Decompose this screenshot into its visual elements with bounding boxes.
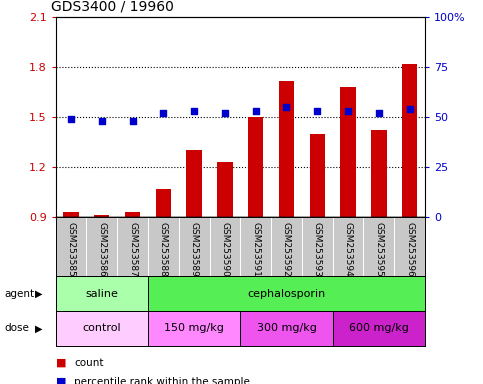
Text: count: count	[74, 358, 103, 368]
Text: GSM253596: GSM253596	[405, 222, 414, 276]
Point	[313, 108, 321, 114]
Bar	[94, 215, 110, 217]
Bar	[56, 311, 148, 346]
Text: 300 mg/kg: 300 mg/kg	[256, 323, 316, 333]
Text: GSM253593: GSM253593	[313, 222, 322, 276]
Text: agent: agent	[5, 289, 35, 299]
Point	[128, 118, 136, 124]
Text: GSM253591: GSM253591	[251, 222, 260, 276]
Text: ▶: ▶	[35, 289, 43, 299]
Bar	[402, 64, 417, 217]
Point	[159, 110, 167, 116]
Text: dose: dose	[5, 323, 30, 333]
Point	[252, 108, 259, 114]
Bar	[217, 162, 233, 217]
Text: GSM253588: GSM253588	[159, 222, 168, 276]
Point	[221, 110, 229, 116]
Point	[283, 104, 290, 110]
Point	[406, 106, 413, 112]
Text: ■: ■	[56, 358, 66, 368]
Bar	[333, 311, 425, 346]
Bar	[371, 131, 386, 217]
Text: GSM253590: GSM253590	[220, 222, 229, 276]
Bar	[241, 311, 333, 346]
Text: GDS3400 / 19960: GDS3400 / 19960	[51, 0, 173, 13]
Bar	[148, 311, 241, 346]
Point	[98, 118, 106, 124]
Text: cephalosporin: cephalosporin	[247, 289, 326, 299]
Point	[190, 108, 198, 114]
Text: GSM253585: GSM253585	[67, 222, 75, 276]
Text: GSM253586: GSM253586	[97, 222, 106, 276]
Text: saline: saline	[85, 289, 118, 299]
Text: 600 mg/kg: 600 mg/kg	[349, 323, 409, 333]
Text: ▶: ▶	[35, 323, 43, 333]
Text: GSM253595: GSM253595	[374, 222, 384, 276]
Text: 150 mg/kg: 150 mg/kg	[164, 323, 224, 333]
Bar	[148, 276, 425, 311]
Bar	[310, 134, 325, 217]
Bar	[341, 87, 356, 217]
Point	[375, 110, 383, 116]
Bar	[156, 189, 171, 217]
Text: GSM253587: GSM253587	[128, 222, 137, 276]
Bar	[56, 276, 148, 311]
Bar	[279, 81, 294, 217]
Text: GSM253589: GSM253589	[190, 222, 199, 276]
Point	[67, 116, 75, 122]
Text: ■: ■	[56, 377, 66, 384]
Text: GSM253592: GSM253592	[282, 222, 291, 276]
Point	[344, 108, 352, 114]
Bar	[248, 117, 263, 217]
Bar	[186, 151, 202, 217]
Bar	[63, 212, 79, 217]
Bar	[125, 212, 140, 217]
Text: control: control	[83, 323, 121, 333]
Text: percentile rank within the sample: percentile rank within the sample	[74, 377, 250, 384]
Text: GSM253594: GSM253594	[343, 222, 353, 276]
